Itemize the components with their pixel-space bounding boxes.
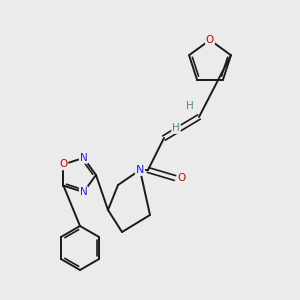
- Text: H: H: [172, 123, 180, 133]
- Text: N: N: [136, 165, 144, 175]
- Text: O: O: [178, 173, 186, 183]
- Text: N: N: [80, 153, 87, 163]
- Text: O: O: [206, 35, 214, 45]
- Text: O: O: [59, 159, 68, 170]
- Text: N: N: [80, 187, 87, 197]
- Text: H: H: [186, 101, 194, 111]
